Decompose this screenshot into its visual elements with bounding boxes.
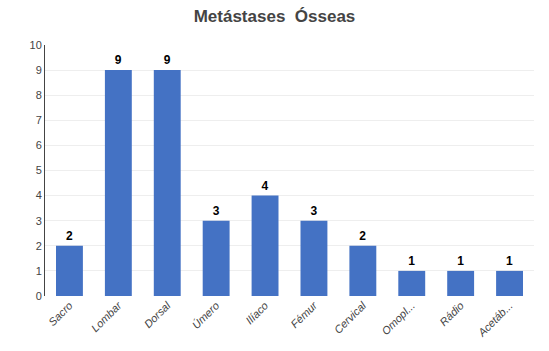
svg-text:6: 6 xyxy=(36,139,42,151)
svg-text:1: 1 xyxy=(36,265,42,277)
svg-text:Sacro: Sacro xyxy=(46,299,75,328)
svg-text:1: 1 xyxy=(457,254,464,268)
svg-text:2: 2 xyxy=(36,240,42,252)
svg-text:9: 9 xyxy=(164,53,171,67)
svg-text:9: 9 xyxy=(36,64,42,76)
svg-text:2: 2 xyxy=(359,229,366,243)
svg-text:Fémur: Fémur xyxy=(288,298,320,330)
svg-text:Acetáb...: Acetáb... xyxy=(475,299,515,339)
svg-text:Omopl...: Omopl... xyxy=(379,299,417,337)
svg-text:3: 3 xyxy=(213,204,220,218)
svg-text:Lombar: Lombar xyxy=(89,298,125,334)
svg-text:9: 9 xyxy=(115,53,122,67)
svg-text:4: 4 xyxy=(36,189,42,201)
svg-text:Úmero: Úmero xyxy=(190,299,222,331)
svg-text:7: 7 xyxy=(36,114,42,126)
svg-text:3: 3 xyxy=(36,215,42,227)
svg-text:Rádio: Rádio xyxy=(437,299,466,328)
svg-text:10: 10 xyxy=(30,39,42,51)
svg-text:8: 8 xyxy=(36,89,42,101)
svg-text:3: 3 xyxy=(310,204,317,218)
svg-text:Dorsal: Dorsal xyxy=(142,299,173,330)
svg-text:4: 4 xyxy=(262,179,269,193)
svg-text:1: 1 xyxy=(506,254,513,268)
svg-text:0: 0 xyxy=(36,290,42,302)
svg-text:2: 2 xyxy=(66,229,73,243)
svg-text:Cervical: Cervical xyxy=(332,299,369,336)
svg-text:5: 5 xyxy=(36,164,42,176)
svg-text:1: 1 xyxy=(408,254,415,268)
svg-text:Ilíaco: Ilíaco xyxy=(243,299,270,326)
svg-text:Metástases Ósseas: Metástases Ósseas xyxy=(194,7,356,26)
